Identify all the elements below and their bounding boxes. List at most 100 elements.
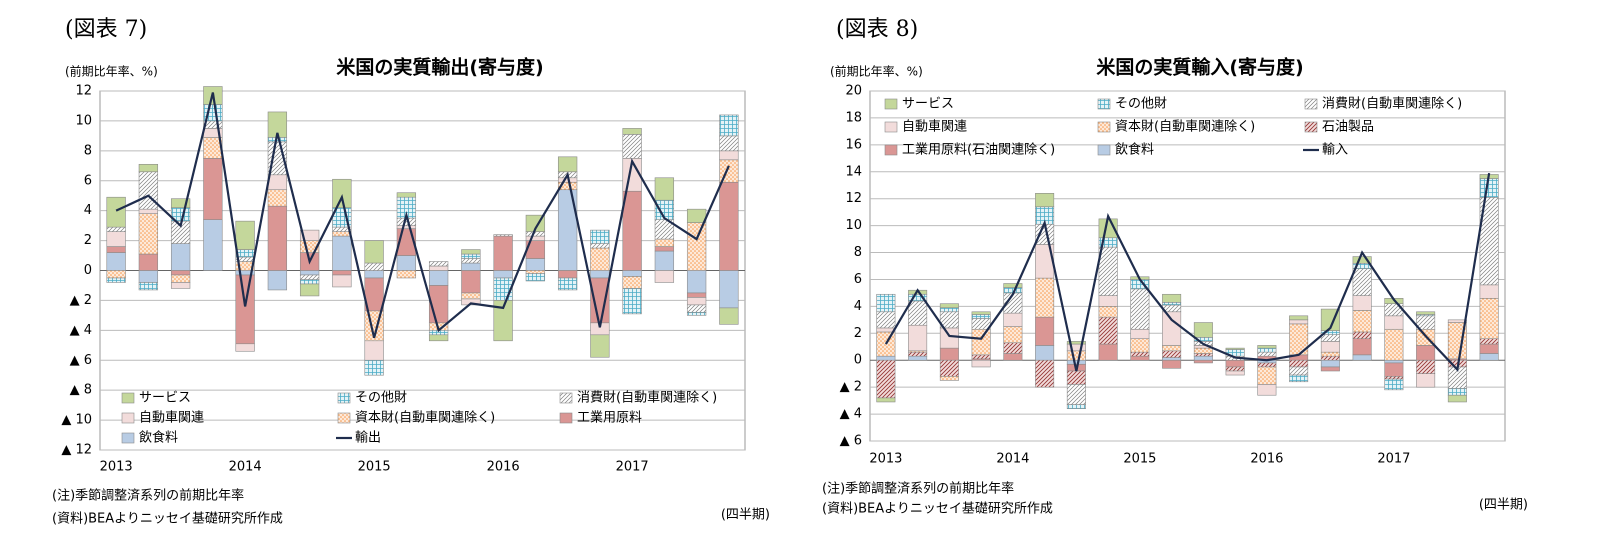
bar-segment (1193, 355, 1213, 361)
bar-segment (1225, 359, 1245, 368)
bar-segment (396, 192, 417, 198)
bar-segment (1003, 312, 1023, 327)
bar-segment (299, 270, 320, 276)
figure-label: (図表 8) (836, 17, 918, 42)
bar-segment (1130, 351, 1150, 357)
bar-segment (971, 359, 991, 368)
bar-segment (1035, 193, 1055, 208)
legend-swatch (337, 412, 351, 424)
bar-segment (1003, 283, 1023, 288)
legend-swatch (121, 412, 135, 424)
bar-segment (332, 274, 352, 288)
bar-segment (1193, 347, 1213, 354)
bar-segment (557, 277, 578, 291)
y-tick-label: 10 (845, 218, 862, 233)
bar-segment (1162, 357, 1182, 361)
bar-segment (138, 282, 159, 291)
y-tick-label: ▲ 2 (70, 293, 92, 308)
bar-segment (364, 359, 384, 376)
bar-segment (1257, 347, 1277, 353)
bar-segment (1320, 334, 1340, 342)
bar-segment (1225, 370, 1245, 376)
x-tick-label: 2016 (487, 460, 520, 475)
bar-segment (1352, 338, 1372, 356)
bar-segment (1003, 353, 1023, 361)
bar-segment (1479, 284, 1499, 299)
unit-label: (前期比年率、%) (65, 64, 158, 79)
bar-segment (332, 270, 352, 276)
bar-segment (1416, 373, 1436, 388)
bar-segment (203, 158, 223, 220)
y-tick-label: ▲ 2 (840, 380, 862, 395)
bar-segment (1066, 350, 1086, 361)
y-tick-label: 12 (75, 84, 92, 99)
bar-segment (939, 376, 959, 381)
y-tick-label: 8 (84, 143, 92, 158)
bar-segment (525, 273, 546, 282)
bar-segment (235, 343, 255, 352)
legend-label: 自動車関連 (139, 411, 204, 426)
bar-segment (170, 274, 191, 283)
bar-segment (686, 304, 707, 313)
bar-segment (939, 359, 959, 377)
bar-segment (1416, 359, 1436, 374)
bar-segment (396, 225, 417, 229)
bar-segment (267, 174, 288, 191)
bar-segment (1257, 384, 1277, 396)
bar-segment (908, 300, 928, 326)
bar-segment (1320, 359, 1340, 368)
bar-segment (1384, 376, 1404, 380)
bar-segment (1352, 310, 1372, 333)
y-tick-label: 4 (854, 299, 862, 314)
bar-segment (908, 351, 928, 357)
bar-segment (170, 270, 191, 276)
bar-segment (299, 229, 320, 241)
y-tick-label: 14 (845, 164, 862, 179)
bar-segment (428, 265, 449, 271)
bar-segment (332, 178, 352, 208)
y-tick-label: 12 (845, 191, 862, 206)
bar-segment (1289, 315, 1309, 321)
x-unit: (四半期) (1479, 498, 1528, 513)
legend-label: 輸出 (355, 431, 381, 446)
y-tick-label: ▲ 4 (840, 407, 862, 422)
bar-segment (1384, 362, 1404, 377)
bar-segment (1162, 345, 1182, 352)
bar-segment (170, 243, 191, 271)
bar-segment (1352, 354, 1372, 361)
bar-segment (106, 270, 126, 279)
bar-segment (719, 181, 739, 271)
y-tick-label: 0 (84, 263, 92, 278)
bar-segment (719, 307, 739, 325)
bar-segment (299, 274, 320, 280)
bar-segment (1225, 366, 1245, 372)
bar-segment (106, 226, 126, 232)
bar-segment (1130, 355, 1150, 361)
bar-segment (461, 270, 481, 294)
bar-segment (1479, 353, 1499, 361)
unit-label: (前期比年率、%) (830, 64, 923, 79)
bar-segment (590, 243, 610, 249)
bar-segment (1479, 298, 1499, 339)
bar-segment (1098, 306, 1118, 318)
bar-segment (1193, 322, 1213, 338)
bar-segment (1352, 268, 1372, 296)
bar-segment (138, 208, 159, 214)
legend-label: 消費財(自動車関連除く) (577, 391, 717, 406)
bar-segment (267, 189, 288, 207)
legend-label: その他財 (1115, 97, 1167, 112)
bar-segment (1066, 404, 1086, 409)
bar-segment (1289, 319, 1309, 325)
bar-segment (428, 270, 449, 286)
bar-segment (1003, 342, 1023, 354)
bar-segment (1162, 302, 1182, 306)
y-tick-label: ▲ 6 (840, 434, 862, 449)
bar-segment (1035, 277, 1055, 318)
y-tick-label: 20 (845, 84, 862, 99)
x-tick-label: 2015 (358, 460, 391, 475)
bar-segment (364, 270, 384, 279)
bar-segment (332, 235, 352, 271)
bar-segment (686, 312, 707, 316)
bar-segment (1035, 359, 1055, 388)
